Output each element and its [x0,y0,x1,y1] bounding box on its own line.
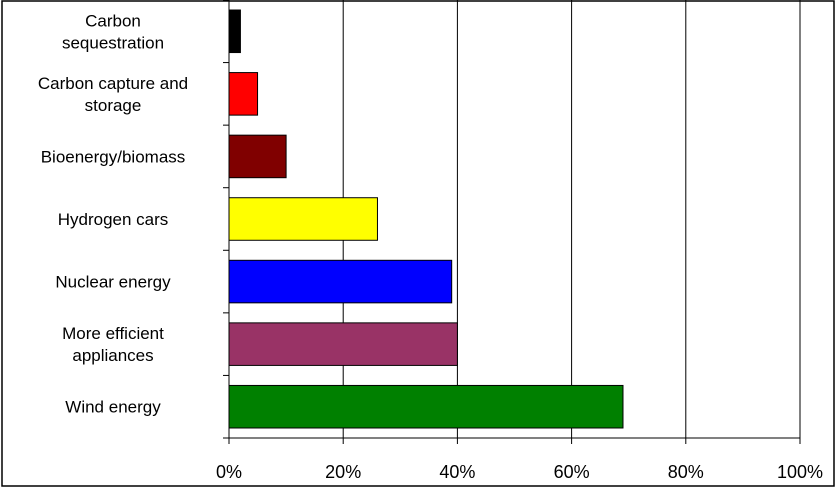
category-label: sequestration [62,33,164,52]
x-tick-label: 40% [439,462,475,482]
category-label: More efficient [62,324,164,343]
category-label: Nuclear energy [55,273,171,292]
bar-6 [228,322,458,366]
bar-7 [228,384,624,429]
x-tick-label: 60% [554,462,590,482]
x-tick-label: 80% [668,462,704,482]
category-label: Carbon capture and [38,74,188,93]
category-label: appliances [72,346,153,365]
bar-1 [228,9,241,54]
category-labels: Carbon sequestration Carbon capture and sto… [38,11,188,416]
x-tick-label: 100% [777,462,823,482]
bar-3 [228,134,287,179]
tick-labels: 0% 20% 40% 60% 80% 100% [216,462,823,482]
category-label: Bioenergy/biomass [41,147,186,166]
category-label: Carbon [85,11,141,30]
x-tick-label: 0% [216,462,242,482]
category-label: storage [85,96,142,115]
bar-5 [228,259,453,304]
axes [223,0,801,444]
category-label: Wind energy [65,398,161,417]
bar-4 [228,197,378,241]
bar-2 [228,72,259,116]
x-tick-label: 20% [325,462,361,482]
category-label: Hydrogen cars [58,210,169,229]
